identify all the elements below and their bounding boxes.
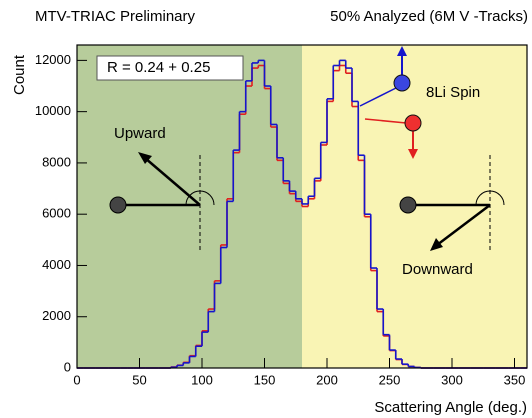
stat-box (96, 55, 244, 81)
spin-diagram (359, 46, 422, 159)
y-tick-label: 12000 (35, 52, 71, 67)
upward-diagram (109, 152, 215, 252)
annotation: Upward (114, 125, 166, 142)
stat-text: R = 0.24 + 0.25 (107, 59, 210, 76)
plot-frame (76, 44, 528, 369)
chart-subtitle: 50% Analyzed (6M V -Tracks) (330, 8, 528, 25)
x-tick-label: 100 (191, 372, 213, 387)
chart-title: MTV-TRIAC Preliminary (35, 8, 196, 25)
y-tick-label: 4000 (42, 257, 71, 272)
x-tick-label: 250 (379, 372, 401, 387)
y-tick-label: 8000 (42, 154, 71, 169)
x-tick-label: 350 (504, 372, 526, 387)
annotation: Downward (402, 261, 473, 278)
x-tick-label: 200 (316, 372, 338, 387)
annotation: 8Li Spin (426, 84, 480, 101)
y-tick-label: 6000 (42, 206, 71, 221)
x-tick-label: 150 (254, 372, 276, 387)
y-tick-label: 0 (64, 359, 71, 374)
y-axis-title: Count (11, 54, 28, 95)
x-tick-label: 50 (132, 372, 146, 387)
x-axis-title: Scattering Angle (deg.) (374, 399, 527, 416)
x-tick-label: 0 (73, 372, 80, 387)
downward-diagram (399, 155, 505, 252)
x-tick-label: 300 (441, 372, 463, 387)
y-tick-label: 2000 (42, 308, 71, 323)
y-tick-label: 10000 (35, 103, 71, 118)
